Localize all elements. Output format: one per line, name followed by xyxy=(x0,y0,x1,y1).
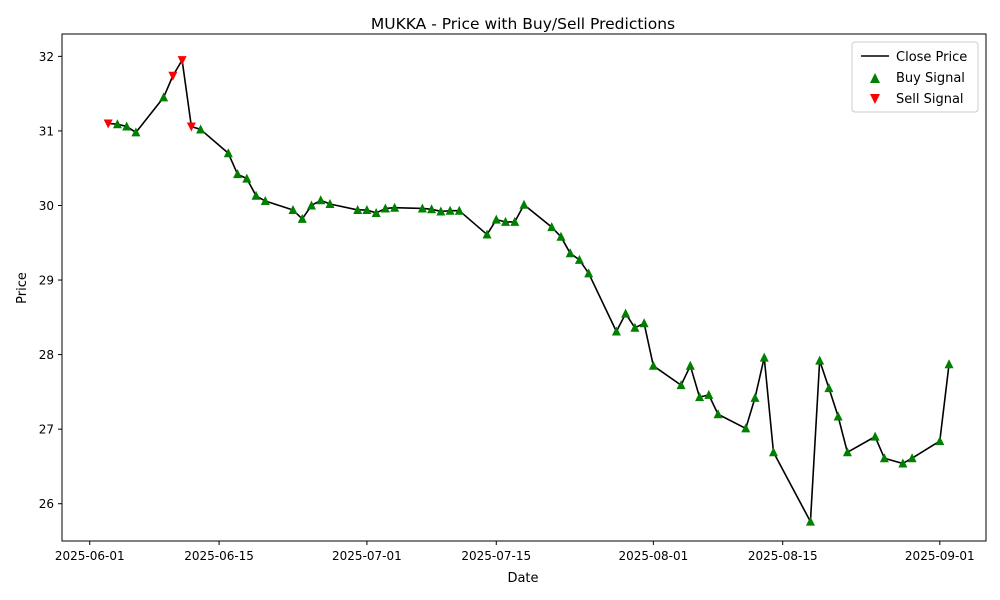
buy-signal-marker xyxy=(565,248,575,258)
buy-signal-marker xyxy=(833,411,843,421)
buy-signal-marker xyxy=(805,516,815,526)
buy-signal-marker xyxy=(417,203,427,213)
buy-signal-marker xyxy=(611,326,621,336)
legend: Close Price Buy Signal Sell Signal xyxy=(851,41,979,113)
buy-signal-marker xyxy=(445,205,455,215)
buy-signal-marker xyxy=(704,389,714,399)
buy-signal-marker xyxy=(879,453,889,463)
legend-sell-swatch xyxy=(870,94,880,104)
buy-signal-marker xyxy=(390,202,400,212)
buy-signal-marker xyxy=(519,199,529,209)
buy-signal-marker xyxy=(233,169,243,179)
buy-signal-marker xyxy=(297,213,307,223)
y-tick-label: 29 xyxy=(39,274,54,288)
buy-signal-marker xyxy=(685,360,695,370)
buy-signal-marker xyxy=(713,409,723,419)
buy-signal-marker xyxy=(353,204,363,214)
close-price-line-group xyxy=(108,59,950,523)
buy-signal-marker xyxy=(325,198,335,208)
buy-signal-marker xyxy=(750,392,760,402)
buy-signal-marker xyxy=(112,119,122,129)
y-tick-label: 32 xyxy=(39,50,54,64)
buy-signal-marker xyxy=(648,360,658,370)
buy-signal-marker xyxy=(907,453,917,463)
y-axis: 26 27 28 29 30 31 32 xyxy=(39,50,62,511)
x-tick-label: 2025-06-01 xyxy=(55,549,125,563)
buy-signal-marker xyxy=(316,195,326,205)
buy-signal-marker xyxy=(491,214,501,224)
buy-signal-marker xyxy=(574,254,584,264)
buy-signal-marker xyxy=(639,318,649,328)
y-tick-label: 27 xyxy=(39,423,54,437)
legend-box xyxy=(851,41,979,113)
buy-signal-marker xyxy=(306,200,316,210)
x-tick-label: 2025-06-15 xyxy=(184,549,254,563)
x-tick-label: 2025-08-15 xyxy=(748,549,818,563)
x-tick-label: 2025-08-01 xyxy=(618,549,688,563)
buy-signal-marker xyxy=(824,383,834,393)
buy-signal-marker xyxy=(944,359,954,369)
close-price-line xyxy=(108,59,950,523)
buy-signal-marker xyxy=(436,206,446,216)
buy-signal-marker xyxy=(547,222,557,232)
buy-signal-marker xyxy=(159,92,169,102)
buy-signal-marker xyxy=(510,216,520,226)
buy-signal-marker xyxy=(454,205,464,215)
chart-title: MUKKA - Price with Buy/Sell Predictions xyxy=(371,15,675,33)
buy-signal-marker xyxy=(630,322,640,332)
buy-signal-marker xyxy=(842,447,852,457)
x-tick-label: 2025-07-15 xyxy=(461,549,531,563)
y-tick-label: 26 xyxy=(39,497,54,511)
legend-sell-label: Sell Signal xyxy=(896,92,964,107)
sell-signal-marker xyxy=(186,122,196,132)
buy-signal-marker xyxy=(741,423,751,433)
legend-close-label: Close Price xyxy=(896,50,967,65)
x-tick-label: 2025-07-01 xyxy=(332,549,402,563)
sell-signal-marker xyxy=(168,71,178,81)
buy-signal-marker xyxy=(260,196,270,206)
sell-signal-marker xyxy=(177,56,187,66)
buy-signal-marker xyxy=(122,121,132,131)
buy-signal-marker xyxy=(223,148,233,158)
plot-frame xyxy=(61,33,987,542)
buy-signal-marker xyxy=(288,204,298,214)
buy-signal-marker xyxy=(870,431,880,441)
buy-signal-marker xyxy=(501,216,511,226)
buy-signal-marker xyxy=(371,207,381,217)
buy-signal-marker xyxy=(676,380,686,390)
buy-signal-marker xyxy=(759,352,769,362)
legend-buy-swatch xyxy=(870,73,880,83)
buy-signal-marker xyxy=(242,173,252,183)
buy-signal-marker xyxy=(251,190,261,200)
x-axis: 2025-06-01 2025-06-15 2025-07-01 2025-07-15… xyxy=(55,541,975,563)
buy-signal-marker xyxy=(815,355,825,365)
buy-signal-marker xyxy=(427,204,437,214)
buy-signal-marker xyxy=(935,436,945,446)
buy-signal-marker xyxy=(556,231,566,241)
buy-signal-marker xyxy=(362,204,372,214)
buy-signal-marker xyxy=(131,127,141,137)
y-axis-label: Price xyxy=(15,272,30,304)
buy-signal-marker xyxy=(898,458,908,468)
buy-signal-marker xyxy=(482,229,492,239)
buy-signal-marker xyxy=(695,392,705,402)
buy-signal-marker xyxy=(768,447,778,457)
legend-buy-label: Buy Signal xyxy=(896,71,965,86)
x-axis-label: Date xyxy=(507,571,538,586)
buy-signal-marker xyxy=(621,308,631,318)
buy-signal-marker xyxy=(196,124,206,134)
sell-signal-marker xyxy=(103,119,113,129)
signal-markers-group xyxy=(103,56,954,526)
y-tick-label: 31 xyxy=(39,124,54,138)
y-tick-label: 30 xyxy=(39,199,54,213)
buy-signal-marker xyxy=(584,268,594,278)
y-tick-label: 28 xyxy=(39,348,54,362)
buy-signal-marker xyxy=(380,203,390,213)
x-tick-label: 2025-09-01 xyxy=(905,549,975,563)
